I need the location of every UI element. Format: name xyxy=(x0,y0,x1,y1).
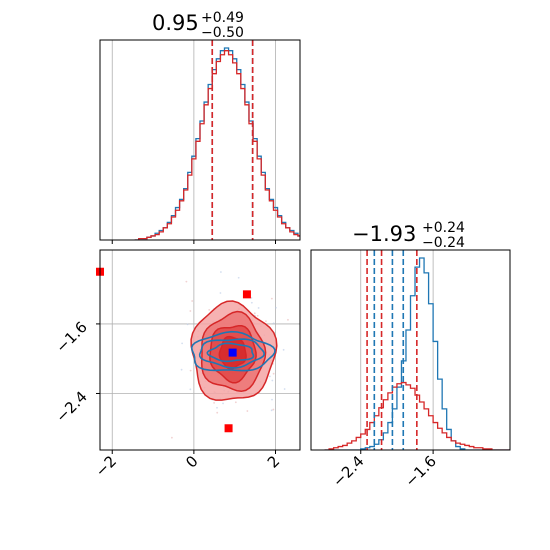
sample-point xyxy=(216,406,218,409)
sample-point xyxy=(283,388,286,390)
quantile-lines xyxy=(211,40,254,240)
sample-point xyxy=(265,320,267,323)
sample-point xyxy=(208,308,211,311)
panel-title: −1.93 +0.24 −0.24 xyxy=(352,220,465,251)
sample-point xyxy=(234,401,237,404)
sample-point xyxy=(185,280,188,283)
panel-title: 0.95 +0.49 −0.50 xyxy=(152,10,244,41)
axes-frame xyxy=(310,249,511,451)
sample-point xyxy=(256,314,259,317)
axes-frame xyxy=(99,39,301,241)
sample-point xyxy=(250,296,253,299)
axes-frame xyxy=(99,249,301,451)
y-tick-label: −1.6 xyxy=(52,318,90,356)
histogram-series-1 xyxy=(134,50,300,240)
x-tick-label: −2 xyxy=(92,452,120,480)
title-plus: +0.49 xyxy=(201,10,244,26)
sample-point xyxy=(180,368,183,371)
title-value: 0.95 xyxy=(152,11,199,35)
sample-point xyxy=(287,318,289,321)
sample-point xyxy=(171,436,173,439)
sample-point xyxy=(219,292,222,294)
sample-point xyxy=(219,271,222,273)
sample-point xyxy=(272,408,275,411)
x-ticks: −2.4 −1.6 xyxy=(329,450,440,491)
histogram-series-0 xyxy=(324,257,510,450)
title-value: −1.93 xyxy=(352,222,416,246)
sample-point xyxy=(237,276,240,279)
sample-point xyxy=(270,297,273,300)
x-tick-label: −1.6 xyxy=(401,452,439,490)
sample-point xyxy=(270,409,273,412)
sample-point xyxy=(253,312,256,315)
sample-point xyxy=(282,348,285,351)
sample-point xyxy=(246,410,249,412)
blue-contour xyxy=(190,330,276,372)
sample-point xyxy=(268,375,271,378)
sample-point xyxy=(272,372,275,375)
panel-bottom-left: −2 0 2 −1.6 −2.4 xyxy=(52,249,321,480)
panel-top-left: 0.95 +0.49 −0.50 xyxy=(99,10,301,244)
sample-point xyxy=(189,310,192,312)
panel-bottom-right: −2.4 −1.6 −1.93 +0.24 −0.24 xyxy=(310,220,511,491)
histogram-series xyxy=(324,257,510,450)
blue-contour xyxy=(198,338,266,369)
title-minus: −0.50 xyxy=(201,25,244,41)
sample-point xyxy=(271,379,274,382)
x-tick-label: 0 xyxy=(182,452,201,471)
title-plus: +0.24 xyxy=(422,220,465,236)
sample-point xyxy=(250,301,253,304)
sample-point xyxy=(213,401,215,404)
red-marker xyxy=(224,424,233,433)
sample-point xyxy=(191,300,194,302)
sample-point xyxy=(222,402,224,405)
sample-point xyxy=(189,369,192,372)
sample-point xyxy=(257,307,260,309)
y-tick-label: −2.4 xyxy=(52,388,90,426)
sample-point xyxy=(272,322,275,325)
x-tick-label: −2.4 xyxy=(329,452,367,490)
red-marker xyxy=(242,290,251,299)
grid xyxy=(360,250,434,450)
sample-point xyxy=(275,306,277,309)
sample-point xyxy=(319,342,321,344)
sample-point xyxy=(181,342,184,345)
blue-marker xyxy=(228,348,237,357)
histogram-series-0 xyxy=(134,47,300,240)
x-tick-label: 2 xyxy=(264,452,283,471)
grid xyxy=(111,40,276,240)
sample-point xyxy=(189,388,192,391)
sample-point xyxy=(271,398,273,401)
histogram-series-1 xyxy=(324,381,510,450)
x-ticks xyxy=(111,240,277,244)
title-minus: −0.24 xyxy=(422,235,465,251)
quantile-lines xyxy=(366,250,418,450)
sample-point xyxy=(186,323,189,326)
sample-point xyxy=(216,411,219,414)
histogram-series xyxy=(134,47,300,240)
blue-contour xyxy=(206,342,255,363)
